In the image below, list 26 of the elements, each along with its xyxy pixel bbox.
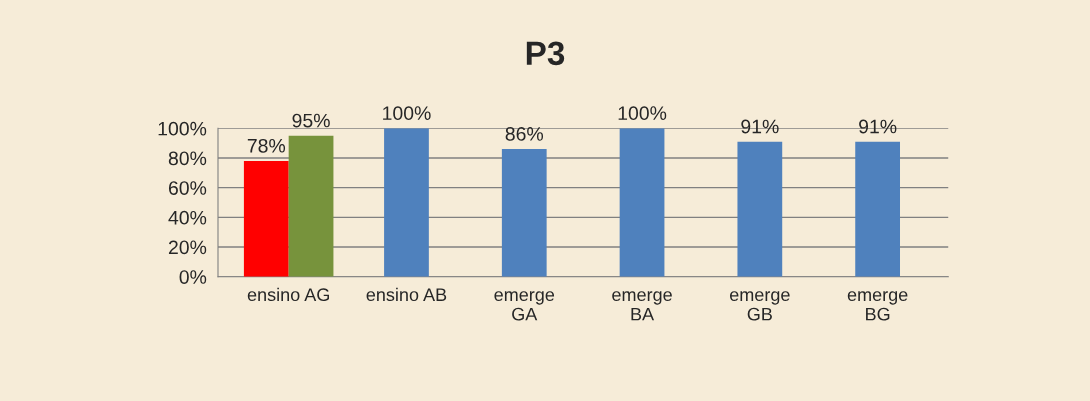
data-label: 86% xyxy=(505,127,544,141)
chart-title: P3 xyxy=(526,41,565,66)
x-tick-label: emerge GA xyxy=(494,291,555,321)
bar xyxy=(737,141,783,277)
y-tick-label: 100% xyxy=(158,121,207,136)
x-tick-label: ensino AB xyxy=(366,287,447,302)
x-tick-label: emerge BA xyxy=(612,291,672,321)
y-tick-label: 0% xyxy=(179,270,207,284)
y-tick-label: 20% xyxy=(168,240,207,255)
y-tick-label: 80% xyxy=(168,151,207,166)
bar xyxy=(501,149,547,277)
x-tick-label: ensino AG xyxy=(247,287,329,302)
data-label: 91% xyxy=(859,119,897,134)
bar xyxy=(855,141,901,277)
bar xyxy=(288,135,334,277)
data-label: 78% xyxy=(247,138,286,153)
data-label: 100% xyxy=(383,106,431,121)
data-label: 91% xyxy=(741,119,779,134)
y-tick-label: 60% xyxy=(168,181,207,195)
x-tick-label: emerge GB xyxy=(730,291,790,321)
data-label: 100% xyxy=(618,106,667,121)
data-label: 95% xyxy=(292,113,330,128)
y-tick-label: 40% xyxy=(168,210,207,225)
bar xyxy=(619,128,665,277)
bar xyxy=(384,128,429,277)
x-tick-label: emerge BG xyxy=(847,291,908,321)
